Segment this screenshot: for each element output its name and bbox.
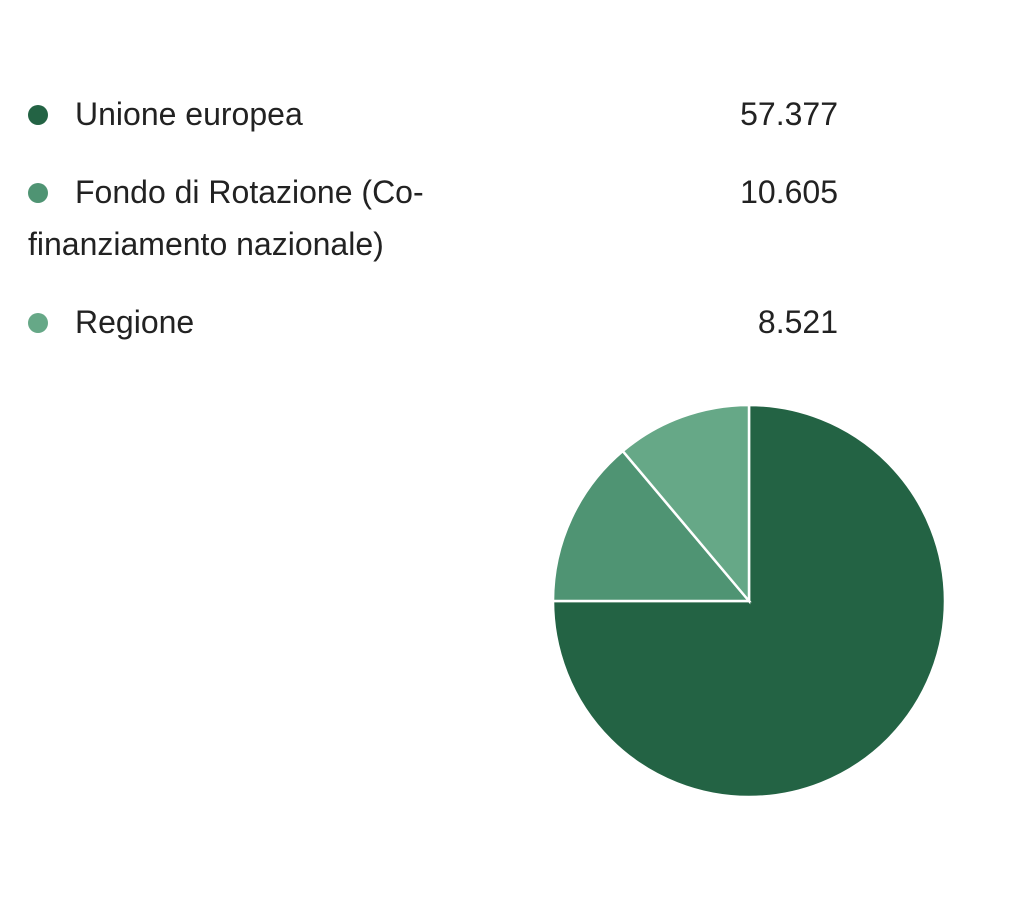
legend: Unione europea 57.377 Fondo di Rotazione (… [28,88,840,374]
legend-entry: Unione europea 57.377 [28,88,840,140]
legend-label: Unione europea [75,96,303,132]
legend-label-wrap: Fondo di Rotazione (Co-finanziamento naz… [28,166,483,270]
pie-slice [551,403,947,799]
legend-label-wrap: Unione europea [28,88,483,140]
legend-value: 8.521 [757,304,838,340]
legend-marker [28,104,48,125]
legend-label: Fondo di Rotazione (Co-finanziamento naz… [28,174,424,262]
legend-value: 57.377 [740,96,838,132]
pie-slice [620,403,751,605]
legend-marker [28,312,48,333]
legend-label: Regione [75,304,195,340]
pie-slice [551,449,752,603]
legend-marker [28,182,48,203]
legend-label-wrap: Regione [28,296,483,348]
legend-entry: Fondo di Rotazione (Co-finanziamento naz… [28,166,840,270]
legend-entry: Regione 8.521 [28,296,840,348]
legend-value: 10.605 [740,174,838,210]
